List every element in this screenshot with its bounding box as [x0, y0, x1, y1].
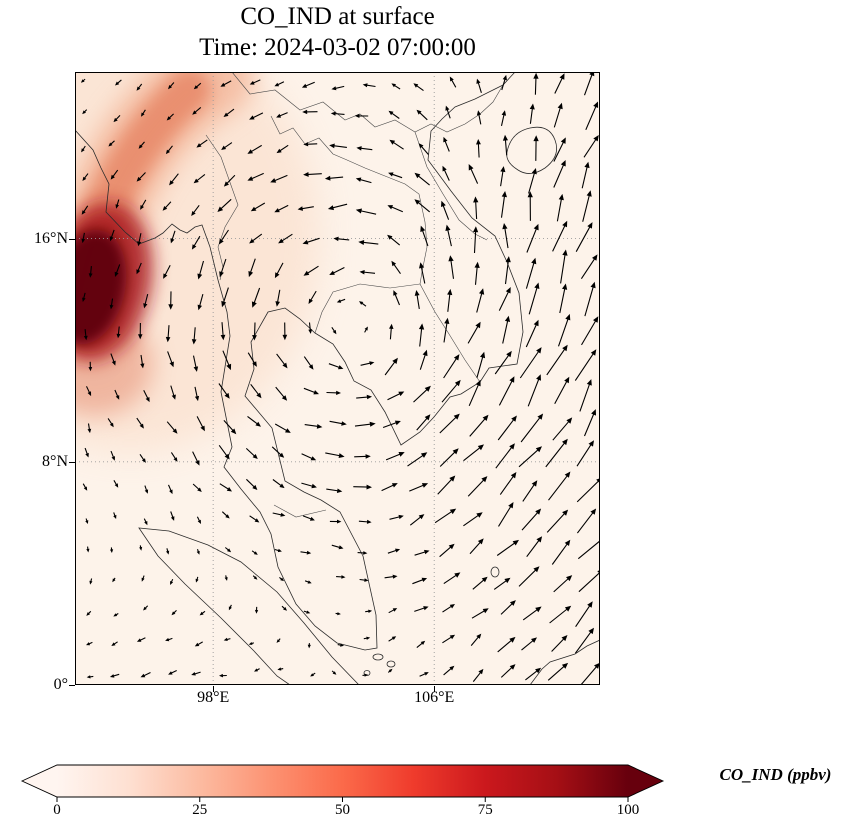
- y-tickmark: [69, 238, 75, 240]
- x-tickmark: [213, 686, 215, 692]
- y-tick-label: 8°N: [42, 452, 68, 470]
- plume-layer: [75, 72, 320, 452]
- colorbar-bar: [20, 764, 665, 798]
- figure-title: CO_IND at surface: [240, 3, 435, 30]
- coastline-layer: [75, 72, 600, 685]
- time-subtitle: Time: 2024-03-02 07:00:00: [199, 33, 476, 61]
- colorbar-tick-label: 25: [192, 802, 208, 818]
- y-tickmark: [69, 461, 75, 463]
- colorbar-ticks: [56, 797, 629, 802]
- x-tick-label: 98°E: [197, 689, 230, 706]
- colorbar-tick-label: 50: [335, 802, 350, 818]
- y-tick-label: 0°: [53, 676, 68, 693]
- colorbar-tick-label: 75: [477, 802, 493, 818]
- y-tickmark: [69, 685, 75, 686]
- quiver-layer: [80, 72, 600, 685]
- axes-frame: [75, 72, 600, 685]
- title-block: CO_IND at surface Time: 2024-03-02 07:00…: [75, 2, 600, 63]
- colorbar-tick-label: 100: [616, 802, 640, 818]
- colorbar-tick-label: 0: [53, 802, 61, 818]
- map-axes: [75, 72, 600, 685]
- x-tick-label: 106°E: [414, 689, 455, 706]
- colorbar-label: CO_IND (ppbv): [719, 765, 832, 784]
- x-tickmark: [434, 686, 436, 692]
- y-tick-label: 16°N: [34, 229, 68, 247]
- colorbar: [20, 764, 665, 802]
